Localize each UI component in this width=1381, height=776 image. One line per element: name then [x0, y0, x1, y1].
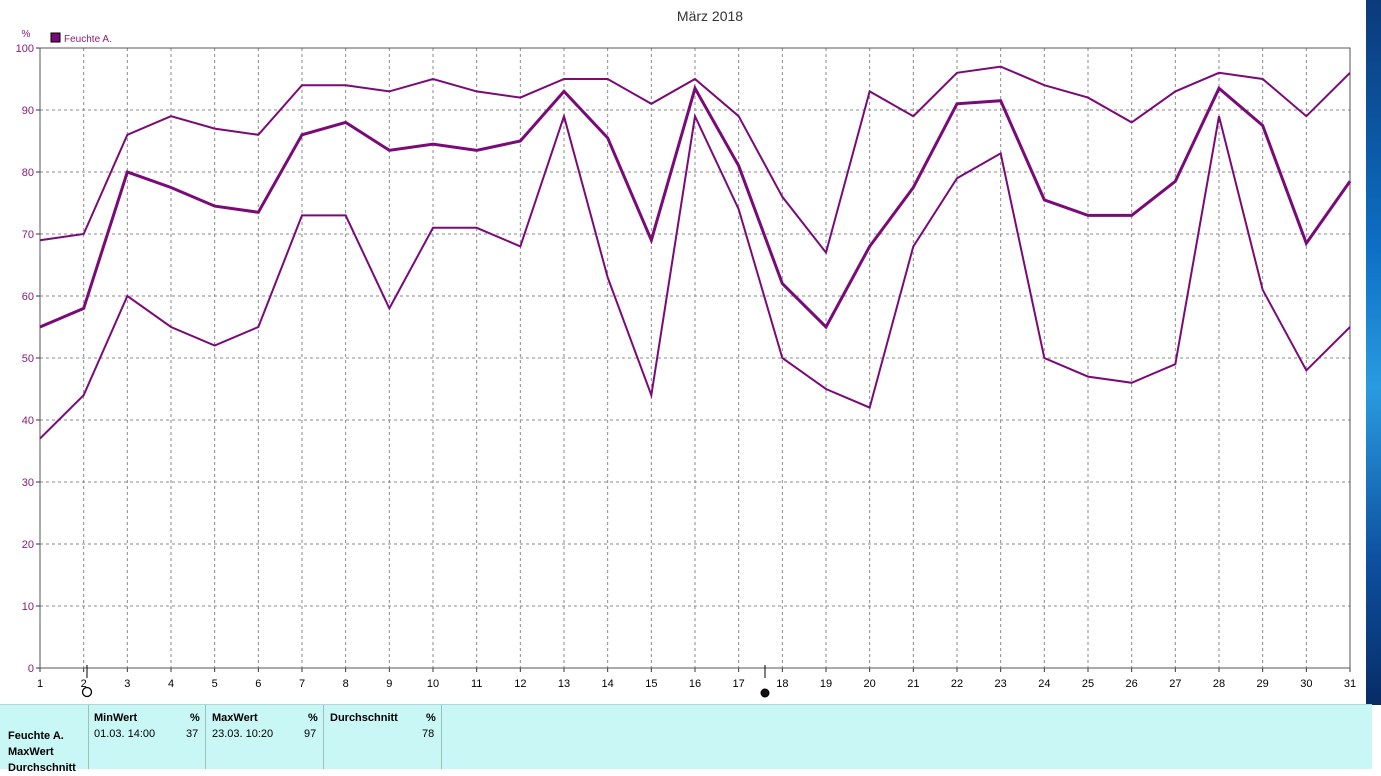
x-tick-label: 1 — [37, 678, 43, 690]
x-tick-label: 26 — [1126, 678, 1138, 690]
x-tick-label: 5 — [212, 678, 218, 690]
stats-value: 37 — [186, 728, 199, 740]
axes — [36, 47, 1351, 698]
y-axis-unit-label: % — [22, 29, 31, 40]
y-tick-label: 60 — [22, 291, 34, 303]
x-tick-label: 11 — [471, 678, 482, 690]
cursor-marker-filled — [760, 688, 770, 698]
x-tick-label: 20 — [864, 678, 876, 690]
x-tick-label: 9 — [386, 678, 392, 690]
x-tick-label: 16 — [689, 678, 701, 690]
stats-value: 78 — [422, 728, 435, 740]
legend-swatch — [50, 32, 61, 43]
grid — [40, 48, 1350, 668]
x-tick-label: 19 — [820, 678, 832, 690]
x-tick-label: 12 — [514, 678, 526, 690]
x-tick-label: 8 — [343, 678, 349, 690]
x-tick-label: 30 — [1300, 678, 1312, 690]
x-tick-label: 18 — [776, 678, 788, 690]
y-tick-label: 0 — [28, 663, 34, 675]
series-line-avg — [39, 84, 1352, 330]
x-tick-label: 13 — [558, 678, 570, 690]
series-line-min — [39, 112, 1351, 440]
chart-area: 0 10 20 30 40 50 60 70 80 90 100 1 2 3 4 5 6 7 8 9 10 11 12 13 1… — [16, 0, 1381, 705]
plot-frame — [39, 47, 1351, 669]
stats-column-unit: % — [308, 712, 318, 724]
stats-column-max[interactable]: MaxWert % 23.03. 10:20 97 — [206, 705, 324, 769]
x-tick-label: 31 — [1344, 678, 1356, 690]
stats-column-unit: % — [426, 712, 436, 724]
x-tick-label: 4 — [168, 678, 174, 690]
x-tick-label: 15 — [645, 678, 657, 690]
y-tick-label: 50 — [22, 353, 34, 365]
y-tick-label: 80 — [22, 167, 34, 179]
stats-column-header: MaxWert — [212, 712, 258, 724]
y-tick-label: 100 — [16, 43, 34, 55]
stats-column-header: MinWert — [94, 712, 138, 724]
x-tick-label: 25 — [1082, 678, 1094, 690]
x-tick-label: 10 — [427, 678, 439, 690]
stats-row-label: MaxWert — [8, 746, 54, 758]
statistics-panel: Feuchte A. MaxWert Durchschnitt MinWert … — [0, 704, 1372, 774]
x-tick-label: 3 — [124, 678, 130, 690]
stats-label-column: Feuchte A. MaxWert Durchschnitt — [0, 705, 89, 774]
stats-column-min[interactable]: MinWert % 01.03. 14:00 37 — [88, 705, 206, 769]
x-tick-label: 29 — [1257, 678, 1269, 690]
stats-column-unit: % — [190, 712, 200, 724]
stats-timestamp: 01.03. 14:00 — [94, 728, 156, 740]
x-tick-label: 28 — [1213, 678, 1225, 690]
x-tick-label: 22 — [951, 678, 963, 690]
stats-row-label: Durchschnitt — [8, 762, 76, 774]
y-tick-label: 40 — [22, 415, 34, 427]
stats-timestamp: 23.03. 10:20 — [212, 728, 274, 740]
y-tick-label: 30 — [22, 477, 34, 489]
cursor-marker-open — [81, 686, 93, 698]
y-tick-label: 10 — [22, 601, 34, 613]
x-tick-label: 17 — [733, 678, 745, 690]
series-lines — [39, 65, 1352, 440]
x-tick-label: 21 — [907, 678, 919, 690]
stats-column-header: Durchschnitt — [330, 712, 398, 724]
chart-title: März 2018 — [677, 8, 743, 24]
legend-label: Feuchte A. — [64, 34, 112, 45]
y-tick-label: 20 — [22, 539, 34, 551]
series-line-max — [39, 65, 1351, 255]
x-tick-label: 2 — [81, 678, 87, 690]
x-tick-label: 14 — [602, 678, 614, 690]
x-tick-label: 24 — [1038, 678, 1050, 690]
y-tick-label: 90 — [22, 105, 34, 117]
desktop-background-strip — [1366, 0, 1381, 705]
x-tick-label: 7 — [299, 678, 305, 690]
x-tick-label: 6 — [255, 678, 261, 690]
y-tick-label: 70 — [22, 229, 34, 241]
stats-value: 97 — [304, 728, 317, 740]
x-tick-label: 27 — [1169, 678, 1181, 690]
stats-column-average[interactable]: Durchschnitt % 78 — [324, 705, 442, 769]
stats-row-label: Feuchte A. — [8, 730, 64, 742]
x-tick-label: 23 — [995, 678, 1007, 690]
